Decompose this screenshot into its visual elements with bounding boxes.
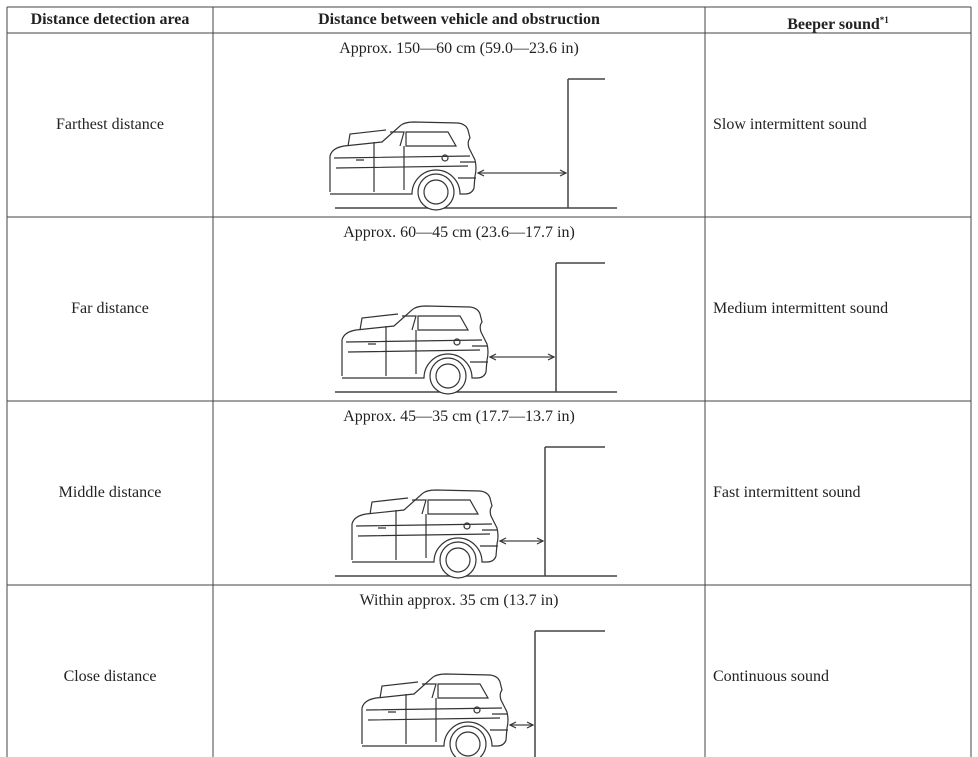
car (341, 305, 489, 395)
car-illustration (335, 262, 617, 395)
wheel (417, 173, 455, 211)
body-lines (365, 707, 508, 731)
car-body (361, 673, 509, 747)
area-cell: Farthest distance (56, 116, 164, 133)
distance-caption: Approx. 150—60 cm (59.0—23.6 in) (339, 40, 579, 57)
distance-caption: Approx. 60—45 cm (23.6—17.7 in) (343, 224, 575, 241)
arrow-head (508, 721, 535, 729)
sound-cell: Fast intermittent sound (713, 484, 861, 501)
car-illustration (361, 630, 605, 757)
car (361, 673, 509, 757)
body-lines (345, 339, 488, 363)
wheel (429, 357, 467, 395)
windows (369, 497, 480, 560)
header-cell: Beeper sound*1 (705, 10, 971, 35)
header-cell: Distance detection area (30, 11, 190, 28)
fuel-cap (453, 338, 461, 346)
wheel-hub (435, 363, 461, 389)
header-cell: Distance between vehicle and obstruction (318, 11, 600, 28)
windows (347, 129, 458, 192)
area-cell: Middle distance (58, 484, 162, 501)
car-body (341, 305, 489, 379)
arrow-head (476, 169, 568, 177)
fuel-cap (441, 154, 449, 162)
car-body (329, 121, 477, 195)
sound-cell: Slow intermittent sound (713, 116, 867, 133)
area-cell: Close distance (63, 668, 157, 685)
sound-cell: Medium intermittent sound (713, 300, 889, 317)
sound-cell: Continuous sound (713, 668, 830, 685)
car (351, 489, 499, 579)
car-illustration (329, 78, 617, 211)
windows (359, 313, 470, 376)
wheel (439, 541, 477, 579)
arrow-head (488, 353, 556, 361)
wheel-hub (423, 179, 449, 205)
windows (379, 681, 490, 744)
header-text: Beeper sound (787, 16, 880, 33)
car (329, 121, 477, 211)
wheel (449, 725, 487, 757)
distance-caption: Within approx. 35 cm (13.7 in) (359, 592, 559, 609)
car-body (351, 489, 499, 563)
body-lines (333, 155, 476, 179)
footnote-mark: *1 (879, 15, 889, 25)
body-lines (355, 523, 498, 547)
car-illustration (335, 446, 617, 579)
area-cell: Far distance (71, 300, 149, 317)
wheel-hub (455, 731, 481, 757)
arrow-head (498, 537, 545, 545)
fuel-cap (463, 522, 471, 530)
wheel-hub (445, 547, 471, 573)
distance-caption: Approx. 45—35 cm (17.7—13.7 in) (343, 408, 575, 425)
fuel-cap (473, 706, 481, 714)
